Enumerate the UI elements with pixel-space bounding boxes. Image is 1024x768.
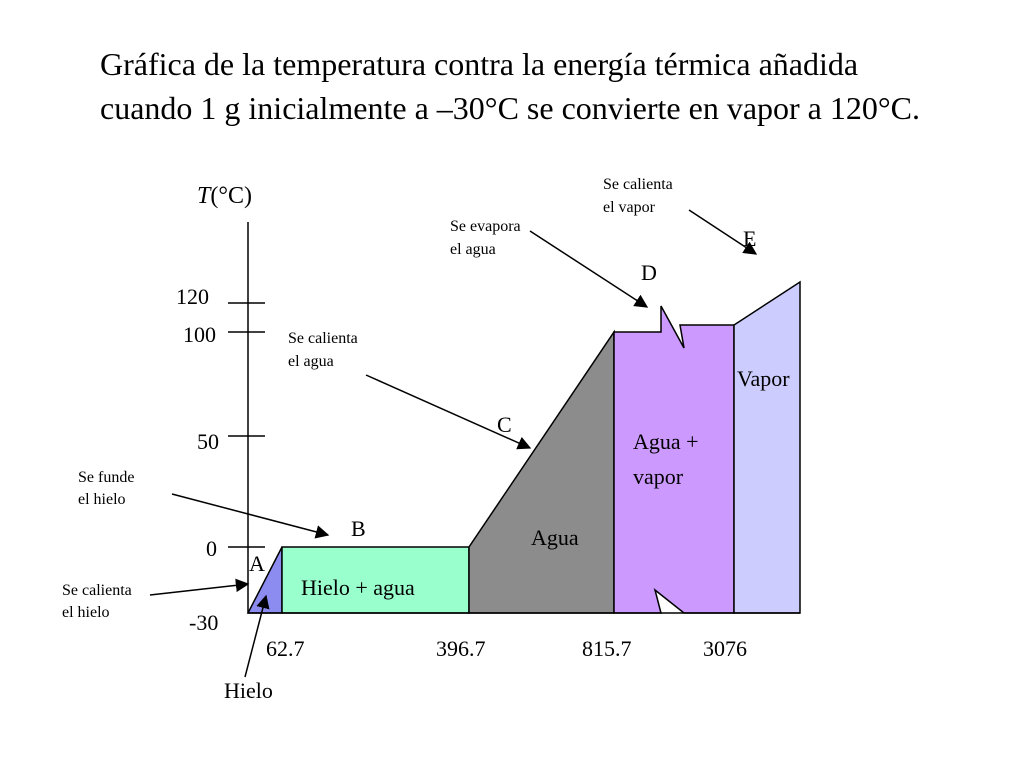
- annotation-calienta-vapor-2: el vapor: [603, 199, 656, 216]
- y-tick-label: 50: [197, 429, 219, 454]
- x-tick-label: 815.7: [582, 636, 632, 661]
- arrow-evapora-agua: [529, 230, 649, 308]
- arrow-funde-hielo: [171, 493, 330, 539]
- point-label-d: D: [641, 260, 657, 285]
- region-label-vapor: Vapor: [737, 366, 790, 391]
- point-label-c: C: [497, 412, 512, 437]
- y-axis-label-unit: (°C): [210, 183, 252, 209]
- chart-title: Gráfica de la temperatura contra la ener…: [100, 46, 921, 126]
- arrow-calienta-vapor: [688, 209, 758, 255]
- annotation-evapora-agua-1: Se evapora: [450, 218, 521, 235]
- annotation-calienta-hielo-1: Se calienta: [62, 582, 132, 599]
- x-tick-label: 3076: [703, 636, 747, 661]
- arrow-hielo: [244, 594, 270, 678]
- y-tick-label: 0: [206, 536, 217, 561]
- annotation-funde-hielo-2: el hielo: [78, 491, 126, 508]
- x-tick-label: 62.7: [266, 636, 305, 661]
- region-agua-vapor: [613, 305, 735, 614]
- region-label-agua: Agua: [531, 525, 579, 550]
- annotation-calienta-hielo-2: el hielo: [62, 604, 110, 621]
- arrow-calienta-agua: [365, 374, 532, 450]
- region-label-agua-vapor-2: vapor: [633, 464, 684, 489]
- point-label-a: A: [249, 551, 265, 576]
- region-vapor: [733, 280, 801, 614]
- region-agua: [468, 329, 615, 614]
- y-axis-label: T(°C): [197, 183, 252, 209]
- arrow-calienta-hielo: [149, 578, 250, 596]
- annotation-calienta-agua-1: Se calienta: [288, 330, 358, 347]
- x-tick-label: 396.7: [436, 636, 486, 661]
- y-tick-label: 100: [183, 322, 216, 347]
- y-tick-label: -30: [189, 610, 218, 635]
- region-label-agua-vapor-1: Agua +: [633, 429, 699, 454]
- y-tick-label: 120: [176, 284, 209, 309]
- annotation-calienta-vapor-1: Se calienta: [603, 176, 673, 193]
- region-label-hielo-agua: Hielo + agua: [301, 575, 415, 600]
- annotation-evapora-agua-2: el agua: [450, 241, 496, 258]
- annotation-hielo: Hielo: [224, 678, 273, 703]
- point-label-b: B: [351, 516, 366, 541]
- annotation-funde-hielo-1: Se funde: [78, 469, 134, 486]
- annotation-calienta-agua-2: el agua: [288, 353, 334, 370]
- y-axis-label-var: T: [197, 183, 212, 209]
